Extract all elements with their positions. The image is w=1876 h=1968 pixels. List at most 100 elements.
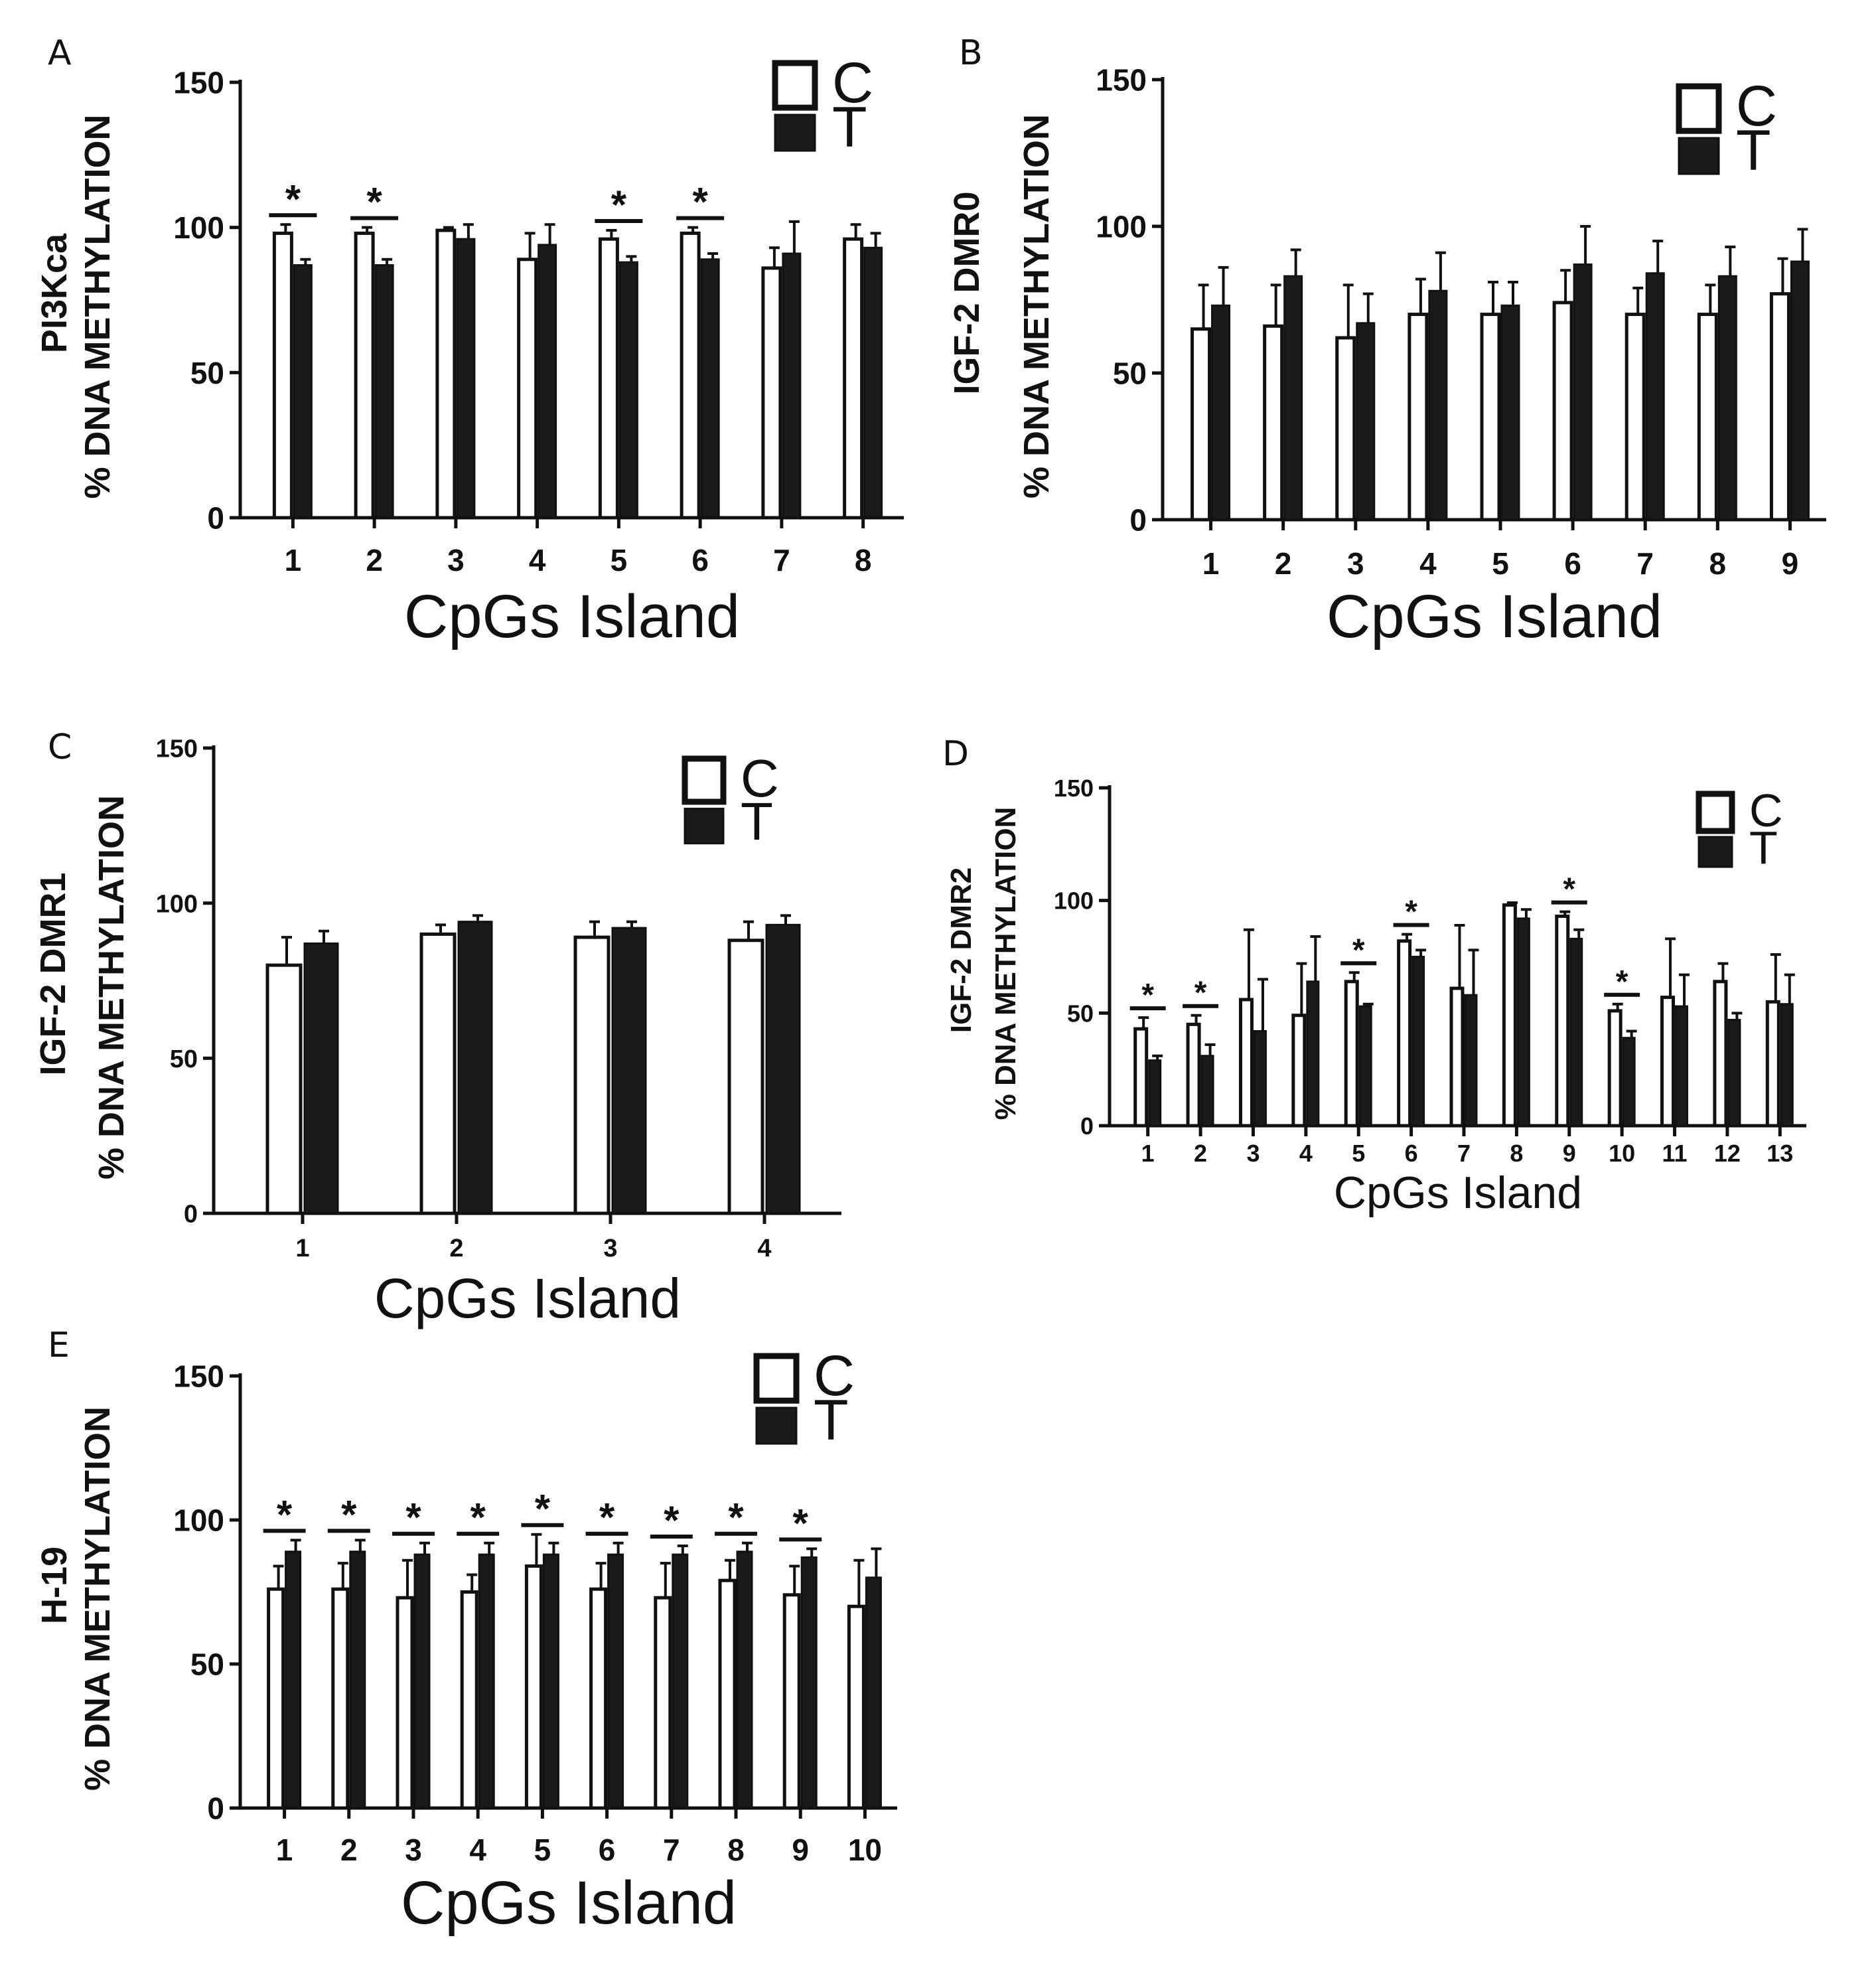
significance-star: * <box>405 1495 421 1540</box>
y-tick-label: 100 <box>156 890 198 918</box>
bar-control <box>1697 313 1718 522</box>
x-tick-label: 8 <box>1709 546 1727 581</box>
significance-star: * <box>470 1495 486 1540</box>
bar-control <box>680 231 701 520</box>
bar-control <box>1480 313 1501 522</box>
y-tick-label: 100 <box>1054 887 1094 915</box>
legend-label-treated: T <box>832 96 867 159</box>
bar-control <box>1263 324 1284 522</box>
x-tick-label: 9 <box>1782 546 1799 581</box>
panel-letter: E <box>48 1325 70 1365</box>
x-tick-label: 4 <box>469 1833 486 1867</box>
x-tick-label: 11 <box>1662 1140 1688 1167</box>
bar-treated <box>736 1551 753 1809</box>
x-axis-title: CpGs Island <box>374 1267 681 1329</box>
x-tick-label: 7 <box>663 1833 680 1867</box>
bar-control <box>843 237 864 520</box>
bar-control <box>331 1587 350 1810</box>
y-axis-gene-label: H-19 <box>35 1547 74 1624</box>
legend-label-control: C <box>832 51 873 115</box>
bar-control <box>1191 327 1212 522</box>
x-tick-label: 2 <box>1194 1140 1207 1167</box>
bar-treated <box>374 264 394 519</box>
bar-control <box>1291 1014 1307 1128</box>
y-axis-title: % DNA METHYLATION <box>92 795 131 1179</box>
significance-star: * <box>664 1498 680 1543</box>
x-tick-label: 13 <box>1767 1140 1793 1167</box>
y-tick-label: 150 <box>173 1359 224 1394</box>
x-tick-label: 6 <box>691 543 709 577</box>
panel-letter: C <box>48 727 72 767</box>
bar-treated <box>1464 994 1478 1127</box>
y-tick-label: 0 <box>207 501 224 536</box>
legend-swatch-treated <box>1678 137 1720 175</box>
bar-treated <box>538 244 557 519</box>
bar-control <box>1769 292 1790 522</box>
y-tick-label: 150 <box>156 735 198 763</box>
legend-label-control: C <box>1749 785 1783 836</box>
bar-treated <box>611 927 647 1215</box>
bar-treated <box>293 264 313 519</box>
bar-treated <box>542 1553 559 1809</box>
x-axis-title: CpGs Island <box>1334 1168 1582 1218</box>
y-tick-label: 50 <box>1067 1000 1094 1027</box>
significance-star: * <box>611 183 627 227</box>
x-tick-label: 6 <box>599 1833 616 1867</box>
significance-star: * <box>341 1492 357 1537</box>
bar-control <box>1407 313 1429 522</box>
legend-label-control: C <box>741 749 779 808</box>
bar-treated <box>1780 1003 1794 1127</box>
x-tick-label: 8 <box>1510 1140 1523 1167</box>
x-tick-label: 4 <box>1299 1140 1313 1167</box>
x-tick-label: 3 <box>603 1235 617 1262</box>
y-axis-title: % DNA METHYLATION <box>1017 114 1056 498</box>
bar-treated <box>456 238 476 519</box>
x-tick-label: 5 <box>1492 546 1509 581</box>
y-tick-label: 100 <box>173 210 224 245</box>
legend-swatch-treated <box>755 1406 798 1445</box>
bar-control <box>1555 914 1570 1128</box>
bar-control <box>573 935 611 1215</box>
bar-treated <box>303 942 339 1215</box>
y-tick-label: 100 <box>1096 210 1147 244</box>
legend-label-treated: T <box>741 792 773 851</box>
bar-control <box>435 228 457 520</box>
bar-treated <box>1283 275 1303 521</box>
x-tick-label: 2 <box>340 1833 358 1867</box>
bar-treated <box>1428 289 1448 521</box>
significance-star: * <box>728 1495 744 1540</box>
bar-control <box>718 1578 737 1810</box>
legend-swatch-treated <box>684 807 725 845</box>
x-tick-label: 1 <box>276 1833 293 1867</box>
y-tick-label: 0 <box>1080 1112 1094 1140</box>
bar-control <box>1624 313 1646 522</box>
x-tick-label: 8 <box>727 1833 745 1867</box>
x-tick-label: 4 <box>1419 546 1437 581</box>
bar-treated <box>607 1553 624 1809</box>
x-tick-label: 2 <box>366 543 383 577</box>
legend-swatch-treated <box>774 114 816 152</box>
y-axis-gene-label: PI3Kca <box>35 233 74 353</box>
x-tick-label: 6 <box>1564 546 1581 581</box>
bar-treated <box>1573 263 1593 521</box>
significance-star: * <box>1141 978 1154 1013</box>
significance-star: * <box>692 180 708 224</box>
x-tick-label: 1 <box>285 543 302 577</box>
bar-treated <box>1790 260 1810 521</box>
y-tick-label: 50 <box>170 1045 198 1073</box>
panel-letter: D <box>942 734 969 774</box>
y-axis-gene-label: IGF-2 DMR0 <box>947 191 987 394</box>
y-tick-label: 0 <box>1129 503 1147 538</box>
bar-control <box>727 939 764 1215</box>
bar-control <box>1502 903 1517 1128</box>
bar-treated <box>1253 1029 1267 1127</box>
significance-star: * <box>535 1487 551 1531</box>
bar-treated <box>1569 937 1583 1127</box>
bar-treated <box>1411 956 1425 1127</box>
y-tick-label: 150 <box>1096 63 1147 98</box>
bar-control <box>1335 336 1356 522</box>
x-tick-label: 6 <box>1405 1140 1418 1167</box>
x-tick-label: 4 <box>529 543 546 577</box>
